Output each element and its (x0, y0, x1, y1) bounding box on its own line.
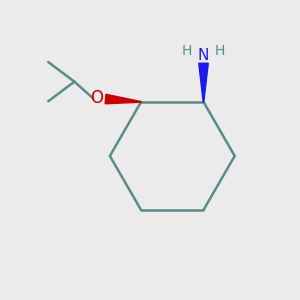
Text: N: N (198, 48, 209, 63)
Polygon shape (105, 94, 141, 104)
Text: H: H (182, 44, 192, 58)
Text: H: H (215, 44, 225, 58)
Text: O: O (90, 89, 103, 107)
Polygon shape (199, 63, 208, 102)
